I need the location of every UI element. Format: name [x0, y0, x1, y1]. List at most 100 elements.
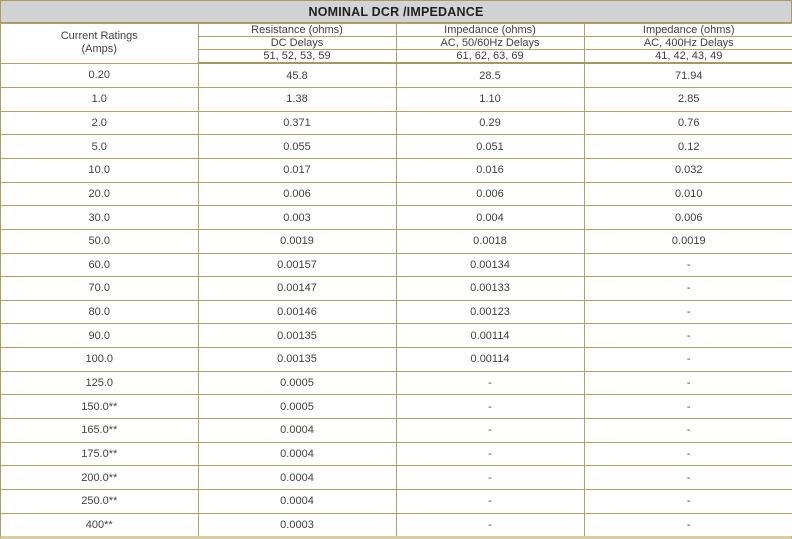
- dc-resistance-cell: 0.0004: [197, 418, 397, 443]
- dc-resistance-cell: 0.00135: [197, 347, 397, 372]
- current-rating-cell: 200.0**: [1, 465, 199, 490]
- impedance-400hz-unit-header: Impedance (ohms): [583, 23, 792, 37]
- table-row: 10.0 0.017 0.016 0.032: [1, 157, 792, 183]
- ac-50-60hz-impedance-cell: -: [395, 488, 585, 514]
- ac-400hz-impedance-cell: -: [583, 394, 792, 420]
- ac-400hz-impedance-cell: -: [583, 418, 792, 443]
- ac-400hz-impedance-cell: -: [583, 441, 792, 467]
- header-row-units: Current Ratings (Amps) Resistance (ohms)…: [1, 23, 792, 64]
- table-row: 100.0 0.00135 0.00114 -: [1, 347, 792, 372]
- ac-50-60hz-impedance-cell: -: [395, 441, 585, 467]
- current-rating-cell: 10.0: [1, 157, 199, 183]
- ac-50-60hz-impedance-cell: -: [395, 465, 585, 490]
- ac-400hz-impedance-cell: -: [583, 252, 792, 278]
- ac-50-60hz-series-header: 61, 62, 63, 69: [395, 49, 585, 64]
- table-row: 50.0 0.0019 0.0018 0.0019: [1, 228, 792, 254]
- current-ratings-header: Current Ratings (Amps): [1, 23, 199, 64]
- ac-50-60hz-impedance-cell: 0.00114: [395, 323, 585, 349]
- dc-resistance-cell: 0.003: [197, 205, 397, 230]
- ac-400hz-impedance-cell: -: [583, 488, 792, 514]
- ac-50-60hz-delays-header: AC, 50/60Hz Delays: [395, 36, 585, 50]
- dc-resistance-cell: 0.0005: [197, 394, 397, 420]
- table-row: 20.0 0.006 0.006 0.010: [1, 181, 792, 207]
- ac-50-60hz-impedance-cell: 0.004: [395, 205, 585, 230]
- table-header: Current Ratings (Amps) Resistance (ohms)…: [1, 23, 792, 64]
- header-row-delays: DC Delays AC, 50/60Hz Delays AC, 400Hz D…: [1, 36, 792, 50]
- ac-50-60hz-impedance-cell: 0.00123: [395, 299, 585, 325]
- ac-400hz-series-header: 41, 42, 43, 49: [583, 49, 792, 64]
- ac-400hz-impedance-cell: 0.0019: [583, 228, 792, 254]
- ac-50-60hz-impedance-cell: 1.10: [395, 87, 585, 112]
- table-body: 0.20 45.8 28.5 71.94 1.0 1.38 1.10 2.85 …: [1, 62, 792, 536]
- dc-resistance-cell: 0.0004: [197, 488, 397, 514]
- table-row: 90.0 0.00135 0.00114 -: [1, 323, 792, 349]
- ac-50-60hz-impedance-cell: 0.00134: [395, 252, 585, 278]
- table-title: NOMINAL DCR /IMPEDANCE: [308, 4, 484, 19]
- current-rating-cell: 60.0: [1, 252, 199, 278]
- ac-400hz-impedance-cell: -: [583, 299, 792, 325]
- ac-400hz-delays-header: AC, 400Hz Delays: [583, 36, 792, 50]
- dc-resistance-cell: 0.0019: [197, 228, 397, 254]
- current-rating-cell: 400**: [1, 512, 199, 536]
- ac-400hz-impedance-cell: 0.010: [583, 181, 792, 207]
- ac-400hz-impedance-cell: 0.12: [583, 134, 792, 159]
- table-row: 200.0** 0.0004 - -: [1, 465, 792, 490]
- ac-400hz-impedance-cell: 2.85: [583, 87, 792, 112]
- current-ratings-label-line2: (Amps): [81, 43, 117, 56]
- ac-50-60hz-impedance-cell: 0.0018: [395, 228, 585, 254]
- table-row: 30.0 0.003 0.004 0.006: [1, 205, 792, 230]
- table-title-bar: NOMINAL DCR /IMPEDANCE: [1, 1, 791, 23]
- impedance-50-60hz-unit-header: Impedance (ohms): [395, 23, 585, 37]
- table-row: 1.0 1.38 1.10 2.85: [1, 87, 792, 112]
- current-rating-cell: 125.0: [1, 370, 199, 396]
- current-rating-cell: 1.0: [1, 87, 199, 112]
- dc-resistance-cell: 0.371: [197, 110, 397, 136]
- ac-50-60hz-impedance-cell: 0.051: [395, 134, 585, 159]
- current-rating-cell: 150.0**: [1, 394, 199, 420]
- current-rating-cell: 50.0: [1, 228, 199, 254]
- dc-series-header: 51, 52, 53, 59: [198, 49, 397, 64]
- dc-resistance-cell: 0.0004: [197, 465, 397, 490]
- dc-resistance-cell: 0.055: [197, 134, 397, 159]
- table-row: 70.0 0.00147 0.00133 -: [1, 276, 792, 301]
- dc-resistance-cell: 0.0005: [197, 370, 397, 396]
- current-rating-cell: 0.20: [1, 62, 199, 89]
- dc-resistance-cell: 0.00157: [197, 252, 397, 278]
- current-rating-cell: 2.0: [1, 110, 199, 136]
- ac-50-60hz-impedance-cell: 0.006: [395, 181, 585, 207]
- ac-400hz-impedance-cell: -: [583, 512, 792, 536]
- table-row: 250.0** 0.0004 - -: [1, 488, 792, 514]
- current-rating-cell: 20.0: [1, 181, 199, 207]
- current-ratings-label-line1: Current Ratings: [60, 29, 138, 42]
- resistance-unit-header: Resistance (ohms): [197, 23, 397, 37]
- current-rating-cell: 250.0**: [1, 488, 199, 514]
- ac-400hz-impedance-cell: -: [583, 276, 792, 301]
- current-rating-cell: 70.0: [1, 276, 199, 301]
- current-rating-cell: 90.0: [1, 323, 199, 349]
- ac-50-60hz-impedance-cell: -: [395, 370, 585, 396]
- current-rating-cell: 165.0**: [1, 418, 199, 443]
- ac-400hz-impedance-cell: 0.76: [583, 110, 792, 136]
- ac-400hz-impedance-cell: 71.94: [583, 62, 792, 89]
- table-row: 60.0 0.00157 0.00134 -: [1, 252, 792, 278]
- dc-resistance-cell: 0.00146: [197, 299, 397, 325]
- current-rating-cell: 80.0: [1, 299, 199, 325]
- ac-50-60hz-impedance-cell: -: [395, 418, 585, 443]
- dc-delays-header: DC Delays: [198, 36, 397, 50]
- table-row: 80.0 0.00146 0.00123 -: [1, 299, 792, 325]
- dc-resistance-cell: 0.0003: [197, 512, 397, 536]
- current-rating-cell: 30.0: [1, 205, 199, 230]
- ac-50-60hz-impedance-cell: 28.5: [395, 62, 585, 89]
- ac-50-60hz-impedance-cell: -: [395, 512, 585, 536]
- table-row: 2.0 0.371 0.29 0.76: [1, 110, 792, 136]
- header-row-series: 51, 52, 53, 59 61, 62, 63, 69 41, 42, 43…: [1, 49, 792, 64]
- ac-50-60hz-impedance-cell: 0.00114: [395, 347, 585, 372]
- ac-400hz-impedance-cell: -: [583, 370, 792, 396]
- ac-50-60hz-impedance-cell: 0.29: [395, 110, 585, 136]
- ac-50-60hz-impedance-cell: 0.016: [395, 157, 585, 183]
- ac-50-60hz-impedance-cell: -: [395, 394, 585, 420]
- ac-400hz-impedance-cell: 0.006: [583, 205, 792, 230]
- table-row: 175.0** 0.0004 - -: [1, 441, 792, 467]
- dc-resistance-cell: 1.38: [197, 87, 397, 112]
- dc-resistance-cell: 45.8: [197, 62, 397, 89]
